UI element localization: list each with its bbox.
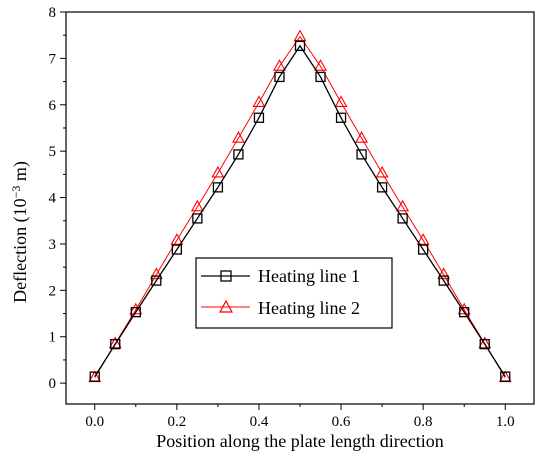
- data-point-triangle: [293, 29, 307, 42]
- data-point-triangle: [478, 336, 492, 349]
- data-point-triangle: [314, 59, 327, 71]
- data-point-triangle: [252, 95, 266, 108]
- data-point-square: [500, 371, 511, 382]
- x-tick-label: 0.2: [167, 414, 186, 430]
- data-point-square: [130, 306, 141, 318]
- legend-item-heating-line-1: Heating line 1: [201, 266, 360, 286]
- plot-frame: [65, 11, 535, 405]
- data-point-triangle: [334, 95, 348, 108]
- data-point-triangle: [416, 233, 430, 245]
- series-line: [94, 35, 506, 378]
- series-line: [94, 44, 506, 377]
- y-tick-label: 2: [49, 283, 57, 299]
- data-point-square: [212, 182, 224, 193]
- y-axis-title-exponent: −3: [9, 186, 23, 199]
- data-point-square: [438, 275, 449, 286]
- ticks-layer: 0.0 0.2 0.4 0.6 0.8 1.0 0 1 2 3 4 5 6 7 8: [49, 5, 515, 430]
- data-point-triangle: [355, 131, 369, 143]
- data-point-square: [315, 71, 326, 83]
- series-1: [89, 40, 511, 382]
- data-point-square: [151, 275, 162, 286]
- series-layer: [88, 29, 512, 383]
- data-point-triangle: [170, 233, 184, 245]
- data-point-square: [233, 149, 244, 160]
- legend-label-heating-line-1: Heating line 1: [258, 266, 360, 286]
- data-point-square: [192, 213, 203, 224]
- y-axis-title-unit: m): [10, 161, 31, 186]
- y-tick-label: 3: [49, 237, 57, 253]
- data-point-square: [294, 40, 306, 52]
- legend-marker-square: [220, 270, 232, 282]
- x-tick-label: 0.4: [250, 414, 269, 430]
- data-point-triangle: [396, 199, 410, 212]
- data-point-triangle: [108, 336, 122, 349]
- y-tick-label: 1: [49, 330, 57, 346]
- legend-marker-triangle: [218, 299, 234, 313]
- x-tick-label: 0.0: [85, 414, 104, 430]
- data-point-triangle: [231, 131, 245, 143]
- y-axis-title-main: Deflection (10: [10, 198, 31, 302]
- data-point-triangle: [375, 165, 389, 178]
- data-point-square: [89, 371, 100, 382]
- data-point-triangle: [273, 59, 286, 71]
- data-point-square: [253, 112, 265, 123]
- legend-box: [195, 257, 393, 329]
- series-2: [88, 29, 512, 383]
- x-tick-label: 1.0: [496, 414, 515, 430]
- y-tick-label: 0: [49, 376, 57, 392]
- data-point-square: [479, 339, 490, 350]
- y-tick-label: 4: [49, 191, 57, 207]
- y-axis-title: Deflection (10−3 m): [9, 161, 31, 303]
- data-point-square: [397, 213, 408, 224]
- data-point-square: [356, 149, 367, 160]
- legend: Heating line 1 Heating line 2: [195, 257, 393, 329]
- data-point-square: [274, 71, 285, 83]
- legend-item-heating-line-2: Heating line 2: [201, 298, 360, 318]
- data-point-square: [110, 339, 121, 350]
- data-point-triangle: [190, 199, 204, 212]
- data-point-square: [376, 182, 388, 193]
- legend-label-heating-line-2: Heating line 2: [258, 298, 360, 318]
- data-point-triangle: [211, 165, 225, 178]
- data-point-square: [459, 306, 470, 318]
- y-tick-label: 6: [49, 98, 57, 114]
- x-tick-label: 0.8: [414, 414, 433, 430]
- data-point-square: [418, 244, 429, 255]
- y-tick-label: 8: [49, 5, 57, 21]
- x-tick-label: 0.6: [332, 414, 351, 430]
- data-point-square: [171, 244, 182, 255]
- y-tick-label: 7: [49, 51, 57, 67]
- x-axis-title: Position along the plate length directio…: [156, 431, 443, 451]
- data-point-square: [335, 112, 347, 123]
- data-point-triangle: [437, 267, 451, 280]
- data-point-triangle: [149, 267, 163, 280]
- y-tick-label: 5: [49, 144, 57, 160]
